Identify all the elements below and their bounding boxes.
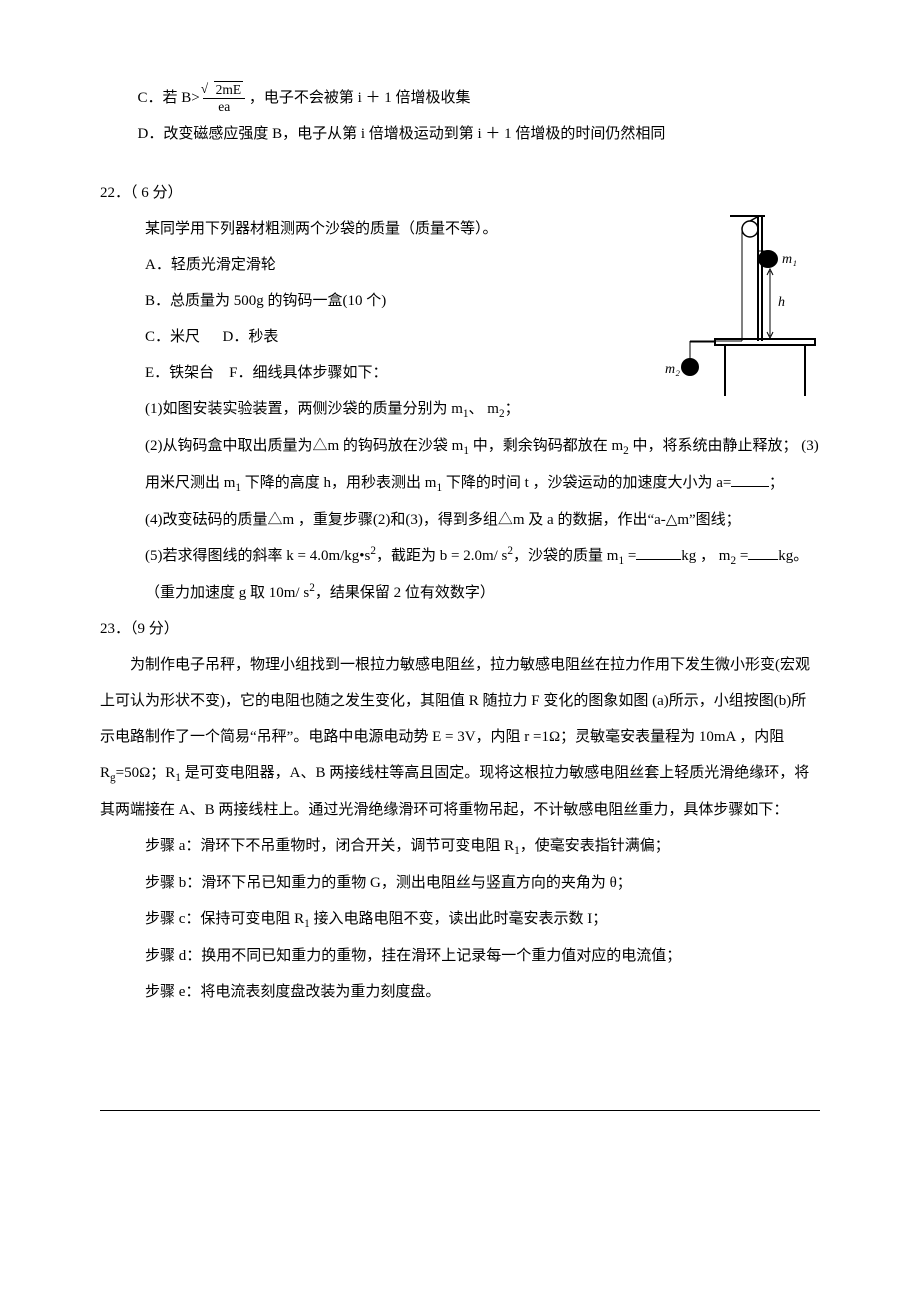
q23-step-e: 步骤 e：将电流表刻度盘改装为重力刻度盘。 (100, 974, 820, 1010)
option-c-prefix: C．若 B> (138, 90, 204, 106)
q22-opt-f: F．细线具体步骤如下： (229, 365, 387, 381)
option-c-fraction: 2mE ea (203, 82, 245, 115)
option-c-frac-den: ea (203, 99, 245, 115)
q23-step-a: 步骤 a：滑环下不吊重物时，闭合开关，调节可变电阻 R1，使毫安表指针满偏； (100, 828, 820, 865)
svg-text:m₂: m₂ (665, 362, 680, 377)
q22-opt-d: D．秒表 (223, 329, 279, 345)
q23-step-d: 步骤 d：换用不同已知重力的重物，挂在滑环上记录每一个重力值对应的电流值； (100, 938, 820, 974)
option-c: C．若 B> 2mE ea ，电子不会被第 i ＋ 1 倍增极收集 (100, 80, 820, 116)
blank-m1[interactable] (636, 559, 681, 560)
q22-opt-c: C．米尺 (145, 329, 200, 345)
option-c-frac-num: 2mE (214, 81, 244, 97)
option-c-suffix: ，电子不会被第 i ＋ 1 倍增极收集 (249, 90, 471, 106)
option-d: D．改变磁感应强度 B，电子从第 i 倍增极运动到第 i ＋ 1 倍增极的时间仍… (100, 116, 820, 152)
q23-step-b: 步骤 b：滑环下吊已知重力的重物 G，测出电阻丝与竖直方向的夹角为 θ； (100, 865, 820, 901)
q22-header: 22．（ 6 分） (100, 175, 820, 211)
q23-paragraph: 为制作电子吊秤，物理小组找到一根拉力敏感电阻丝，拉力敏感电阻丝在拉力作用下发生微… (100, 647, 820, 828)
pulley-figure: m₁ h m₂ (660, 211, 820, 415)
q22-opt-e: E．铁架台 (145, 365, 214, 381)
q23-header: 23．（9 分） (100, 611, 820, 647)
svg-text:h: h (778, 295, 785, 310)
q22-step2-3: (2)从钩码盒中取出质量为△m 的钩码放在沙袋 m1 中，剩余钩码都放在 m2 … (100, 428, 820, 502)
q22-step5: (5)若求得图线的斜率 k = 4.0m/kg•s2，截距为 b = 2.0m/… (100, 538, 820, 611)
q22-step4: (4)改变砝码的质量△m ，重复步骤(2)和(3)，得到多组△m 及 a 的数据… (100, 502, 820, 538)
blank-a[interactable] (731, 486, 769, 487)
footer-line (100, 1110, 820, 1121)
pulley-svg: m₁ h m₂ (660, 211, 820, 401)
q23-step-c: 步骤 c：保持可变电阻 R1 接入电路电阻不变，读出此时毫安表示数 I； (100, 901, 820, 938)
blank-m2[interactable] (748, 559, 778, 560)
svg-text:m₁: m₁ (782, 252, 797, 267)
